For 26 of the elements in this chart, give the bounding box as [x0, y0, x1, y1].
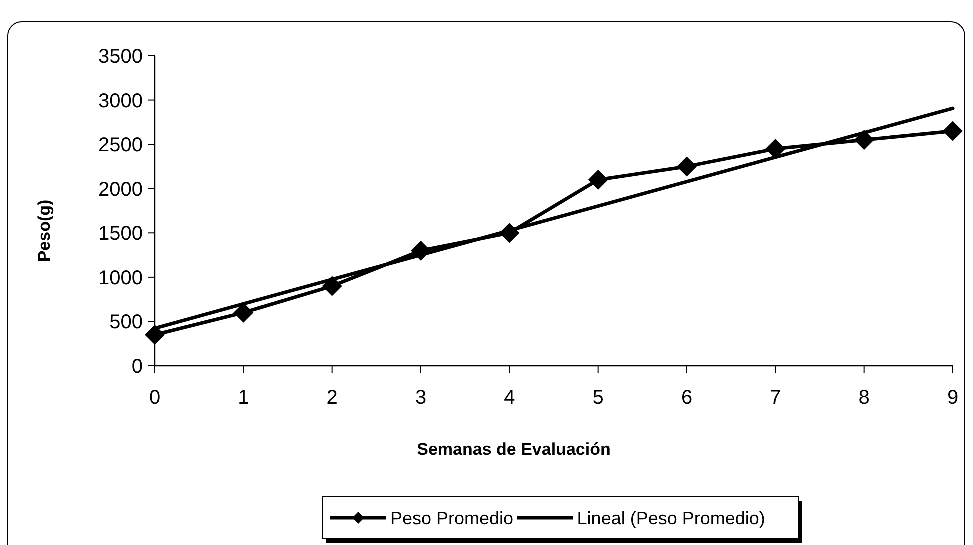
legend-label: Peso Promedio [390, 508, 514, 528]
point [145, 325, 165, 345]
point [588, 170, 608, 190]
y-tick-label: 0 [132, 356, 143, 378]
x-tick-label: 6 [681, 387, 693, 409]
x-tick-label: 8 [858, 387, 870, 409]
y-tick-label: 3000 [98, 90, 143, 112]
x-tick-label: 9 [947, 387, 959, 409]
x-tick-label: 0 [149, 387, 161, 409]
y-tick-label: 2500 [98, 134, 143, 157]
x-tick-label: 5 [592, 387, 604, 409]
y-tick-label: 2000 [98, 178, 143, 201]
x-tick-label: 4 [504, 387, 516, 409]
x-tick-label: 1 [238, 387, 250, 409]
point [677, 156, 697, 177]
x-tick-label: 3 [415, 387, 427, 409]
y-tick-label: 500 [110, 312, 143, 334]
y-tick-label: 1500 [98, 223, 143, 246]
legend-label: Lineal (Peso Promedio) [577, 508, 766, 528]
x-tick-label: 7 [770, 387, 782, 409]
y-axis-title: Peso(g) [35, 200, 54, 262]
point [943, 121, 963, 142]
x-axis-title: Semanas de Evaluación [417, 440, 611, 459]
x-tick-label: 2 [326, 387, 338, 409]
y-tick-label: 1000 [98, 267, 143, 290]
y-tick-label: 3500 [98, 46, 143, 68]
